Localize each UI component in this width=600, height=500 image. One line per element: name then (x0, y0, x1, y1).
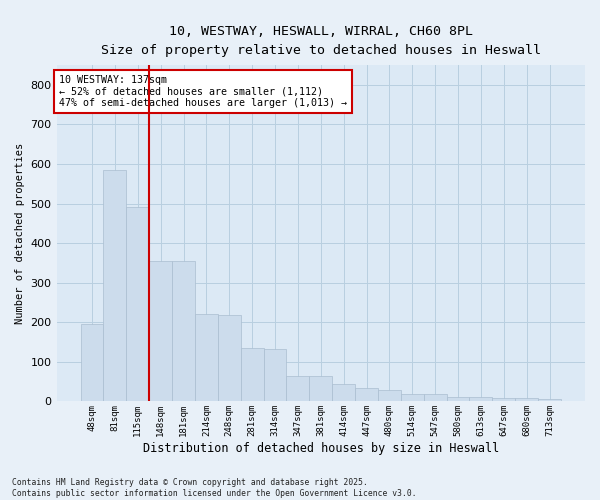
Bar (355, 388, 378, 402)
Bar (218, 315, 241, 402)
Y-axis label: Number of detached properties: Number of detached properties (15, 142, 25, 324)
Bar (538, 398, 561, 402)
Bar (286, 376, 310, 402)
Bar (493, 398, 515, 402)
X-axis label: Distribution of detached houses by size in Heswall: Distribution of detached houses by size … (143, 442, 499, 455)
Bar (469, 398, 493, 402)
Bar (103, 170, 127, 402)
Title: 10, WESTWAY, HESWALL, WIRRAL, CH60 8PL
Size of property relative to detached hou: 10, WESTWAY, HESWALL, WIRRAL, CH60 8PL S… (101, 25, 541, 57)
Bar (378, 390, 401, 402)
Text: 10 WESTWAY: 137sqm
← 52% of detached houses are smaller (1,112)
47% of semi-deta: 10 WESTWAY: 137sqm ← 52% of detached hou… (59, 75, 347, 108)
Bar (172, 261, 195, 402)
Bar (149, 261, 172, 402)
Bar (401, 394, 424, 402)
Bar (332, 384, 355, 402)
Bar (241, 348, 263, 402)
Bar (446, 396, 469, 402)
Bar (195, 314, 218, 402)
Bar (263, 349, 286, 402)
Bar (310, 376, 332, 402)
Bar (515, 398, 538, 402)
Bar (127, 208, 149, 402)
Bar (424, 394, 446, 402)
Bar (80, 324, 103, 402)
Text: Contains HM Land Registry data © Crown copyright and database right 2025.
Contai: Contains HM Land Registry data © Crown c… (12, 478, 416, 498)
